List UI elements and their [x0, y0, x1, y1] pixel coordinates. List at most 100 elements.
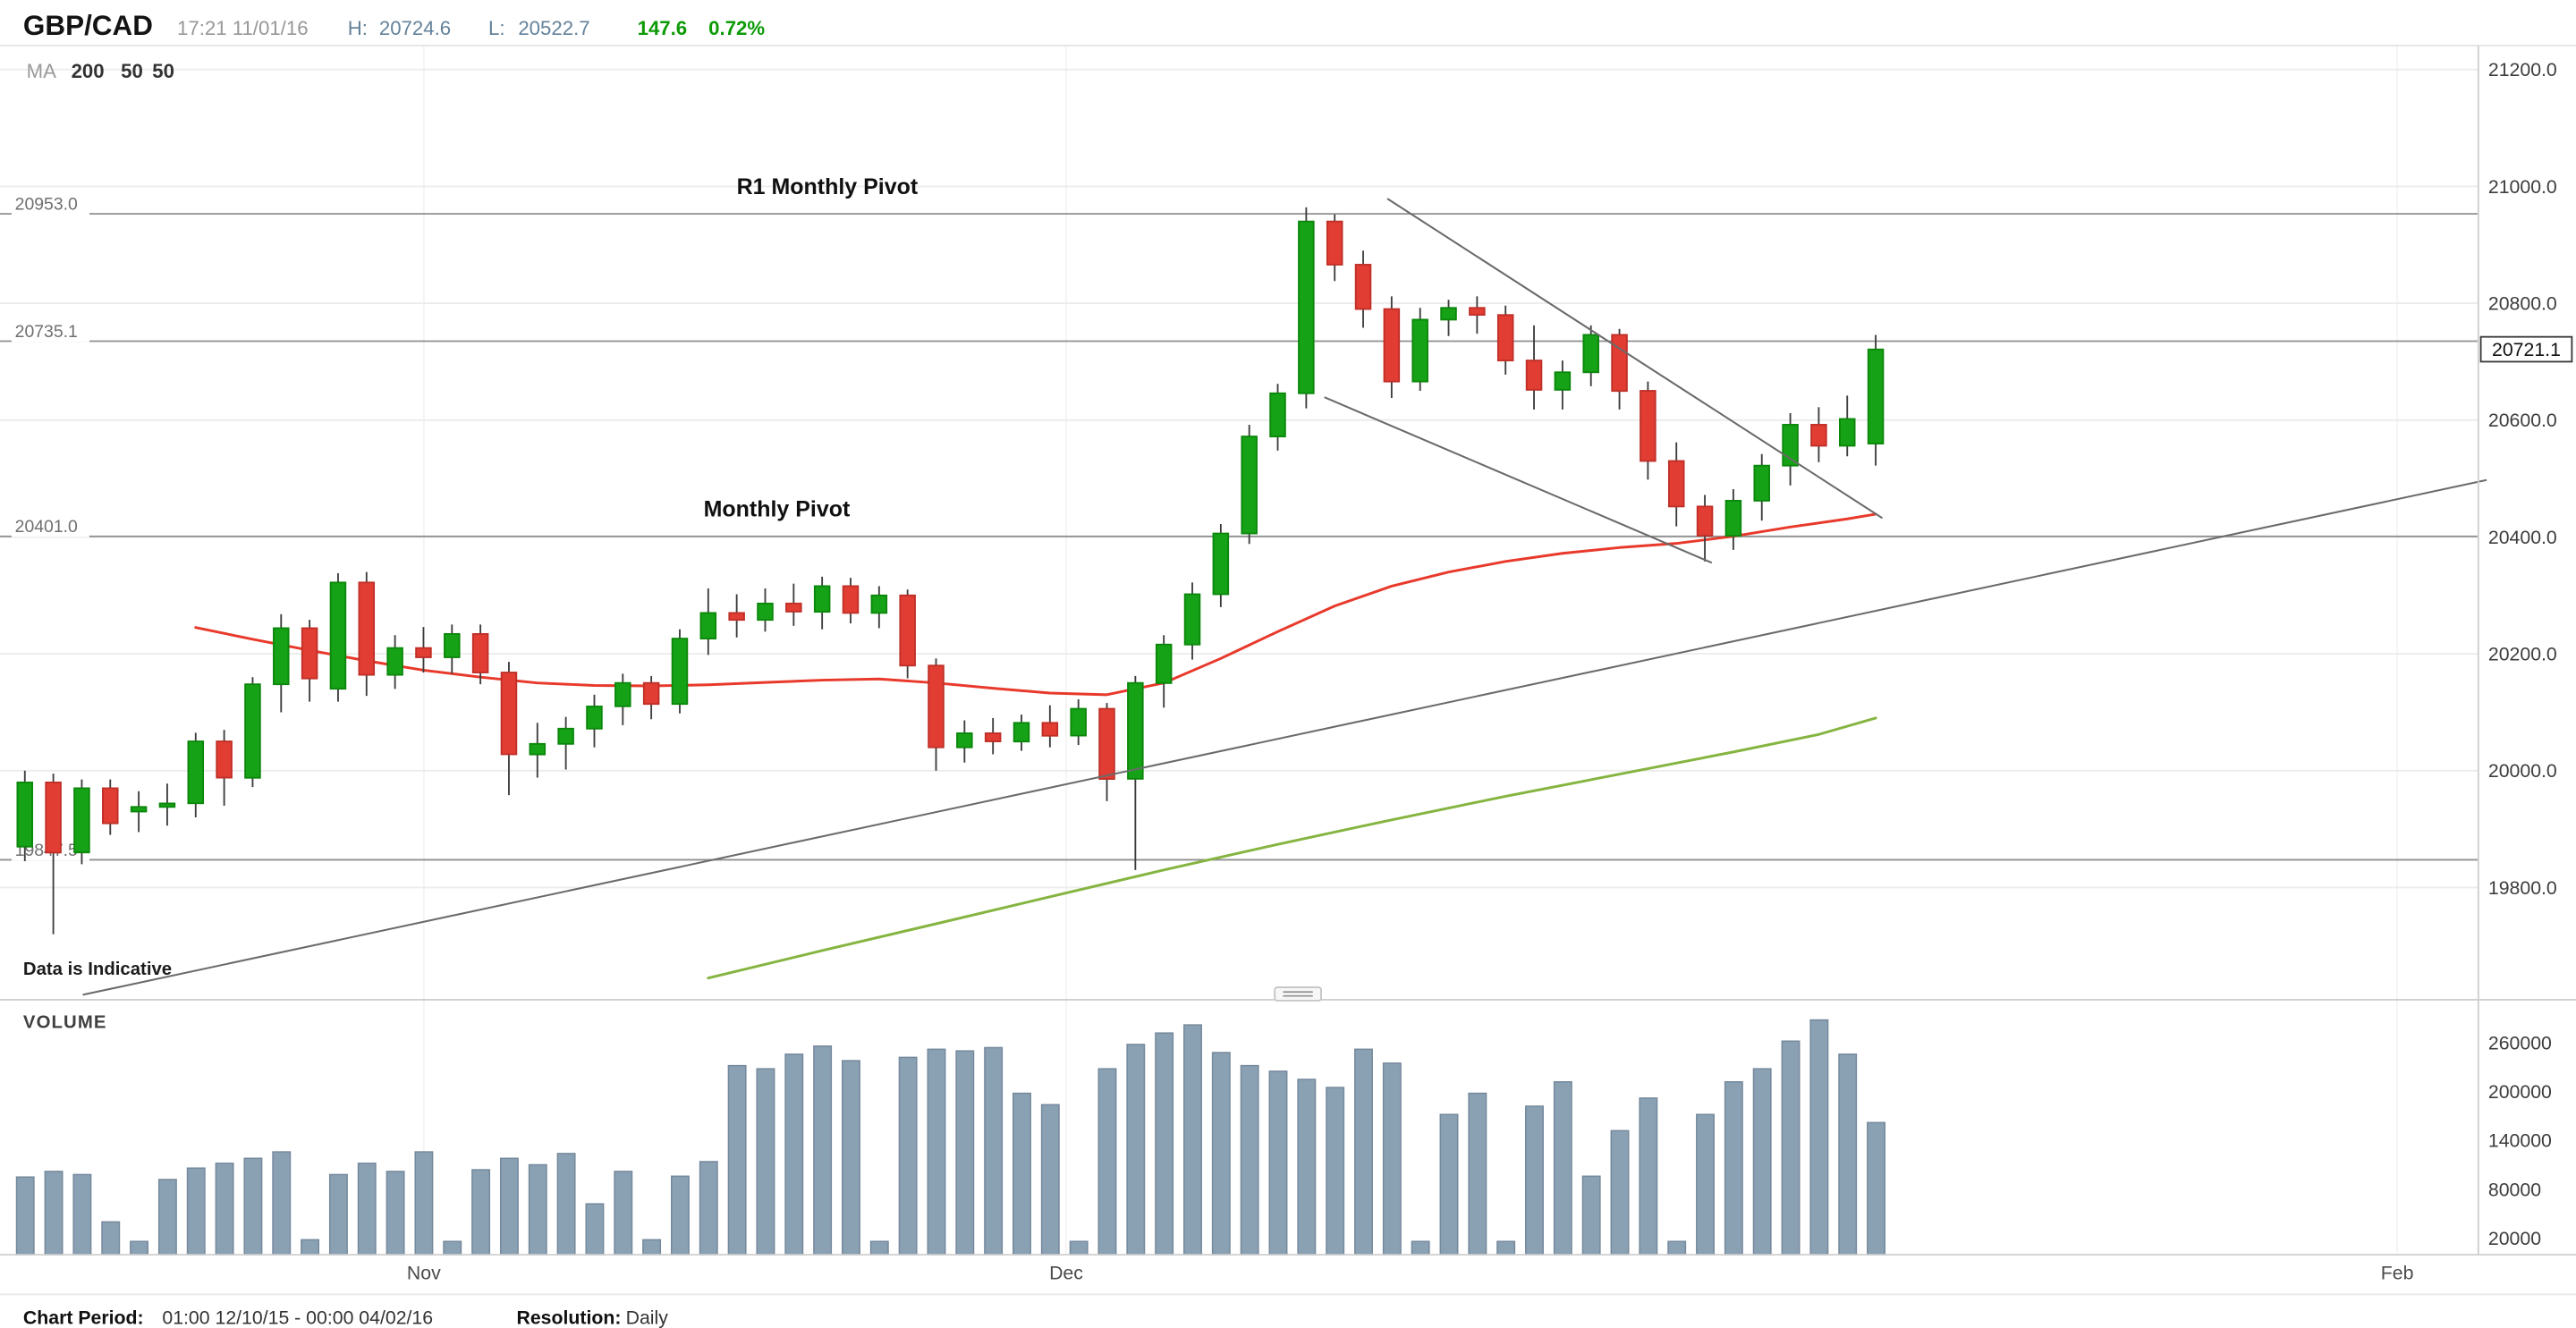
volume-bar: [186, 1167, 206, 1256]
candle-body: [1582, 334, 1599, 374]
volume-tick-label: 20000: [2488, 1228, 2541, 1249]
candle: [1582, 325, 1599, 386]
candle: [586, 694, 603, 748]
current-price-marker: 20721.1: [2479, 335, 2573, 363]
candle: [899, 589, 916, 679]
volume-tick-label: 80000: [2488, 1179, 2541, 1200]
candle-body: [130, 806, 148, 813]
candle: [187, 732, 205, 817]
volume-bar: [499, 1157, 519, 1256]
candle-body: [1838, 418, 1856, 447]
candle-body: [187, 740, 205, 805]
volume-tick-label: 140000: [2488, 1130, 2552, 1152]
candle-body: [642, 681, 660, 706]
candle: [1724, 488, 1742, 550]
volume-bar: [1667, 1240, 1687, 1256]
candle: [557, 716, 574, 770]
candle: [1753, 453, 1770, 521]
volume-bar: [556, 1153, 576, 1256]
ma-50-gray-value: 50: [121, 60, 143, 82]
volume-bar: [243, 1157, 263, 1256]
candle-body: [1810, 424, 1827, 447]
volume-bar: [898, 1056, 918, 1256]
candle-body: [301, 627, 318, 680]
candle-body: [1183, 593, 1201, 646]
candle: [471, 624, 489, 685]
volume-bar: [1126, 1044, 1146, 1256]
volume-bar: [1211, 1052, 1231, 1256]
candle: [1867, 334, 1885, 466]
candle: [1127, 675, 1144, 870]
candle: [529, 723, 547, 778]
volume-bar: [414, 1151, 434, 1256]
pivot-price-label: 20953.0: [15, 195, 78, 215]
candle-body: [1155, 643, 1173, 684]
candle-body: [1867, 348, 1885, 444]
volume-bar: [272, 1151, 292, 1256]
panel-resize-handle[interactable]: [1274, 986, 1322, 1002]
candle-body: [1411, 318, 1428, 383]
volume-bar: [1297, 1078, 1317, 1256]
candle: [614, 673, 631, 725]
candle: [301, 620, 318, 702]
candle-body: [273, 627, 290, 686]
candle: [671, 629, 689, 714]
axis-labels: Nov Dec Feb 21200.0 21000.0 20800.0 20600.0 204…: [407, 59, 2557, 1284]
candle: [1098, 703, 1115, 801]
volume-bar: [670, 1175, 690, 1256]
candle: [500, 662, 518, 796]
candle-body: [699, 612, 717, 640]
candle: [1326, 214, 1343, 282]
candle: [728, 594, 745, 638]
candle-body: [557, 727, 574, 745]
candle: [1525, 325, 1543, 410]
trendline: [82, 478, 2487, 996]
volume-bar: [1610, 1129, 1630, 1256]
candle-body: [1525, 359, 1543, 391]
candle-body: [158, 802, 176, 808]
pivot-label-bg: [11, 194, 89, 216]
price-tick-label: 20200.0: [2488, 644, 2557, 665]
candle-body: [1326, 220, 1343, 266]
chart-period-label: Chart Period:: [23, 1307, 144, 1328]
volume-bar: [72, 1173, 92, 1256]
volume-bar: [1183, 1024, 1202, 1256]
candle-body: [1127, 681, 1144, 780]
ma-indicator-label[interactable]: MA: [27, 60, 56, 82]
volume-bar: [44, 1171, 64, 1256]
candle-body: [813, 585, 831, 613]
trendlines: [82, 198, 2487, 996]
volume-bar: [1581, 1175, 1601, 1256]
candle: [130, 791, 148, 833]
volume-bar: [1069, 1240, 1089, 1256]
candle: [45, 774, 62, 935]
candle: [1640, 381, 1657, 480]
candle: [1838, 395, 1856, 457]
volume-bar: [585, 1203, 605, 1256]
candle-body: [1554, 371, 1572, 391]
candle-body: [1640, 390, 1657, 462]
volume-bar: [328, 1173, 348, 1256]
volume-bar: [699, 1161, 718, 1256]
candle-body: [358, 581, 376, 676]
candle: [16, 770, 34, 862]
pivot-title: Monthly Pivot: [704, 497, 851, 522]
candle: [984, 717, 1002, 755]
candle-body: [1696, 505, 1714, 537]
candle: [415, 627, 432, 673]
candle-body: [1298, 220, 1315, 394]
volume-bar: [1838, 1053, 1858, 1256]
volume-bar: [1468, 1092, 1487, 1256]
candle: [1269, 384, 1286, 451]
volume-bar: [1696, 1113, 1715, 1256]
candle-body: [1383, 308, 1401, 383]
candlesticks: [16, 207, 1885, 935]
chart-period-value: 01:00 12/10/15 - 00:00 04/02/16: [162, 1307, 433, 1328]
candle: [785, 583, 802, 626]
candle-body: [16, 782, 34, 848]
volume-bar: [614, 1171, 633, 1256]
volume-bars: [15, 1019, 1885, 1256]
volume-bar: [813, 1045, 833, 1256]
volume-bar: [1411, 1240, 1430, 1256]
